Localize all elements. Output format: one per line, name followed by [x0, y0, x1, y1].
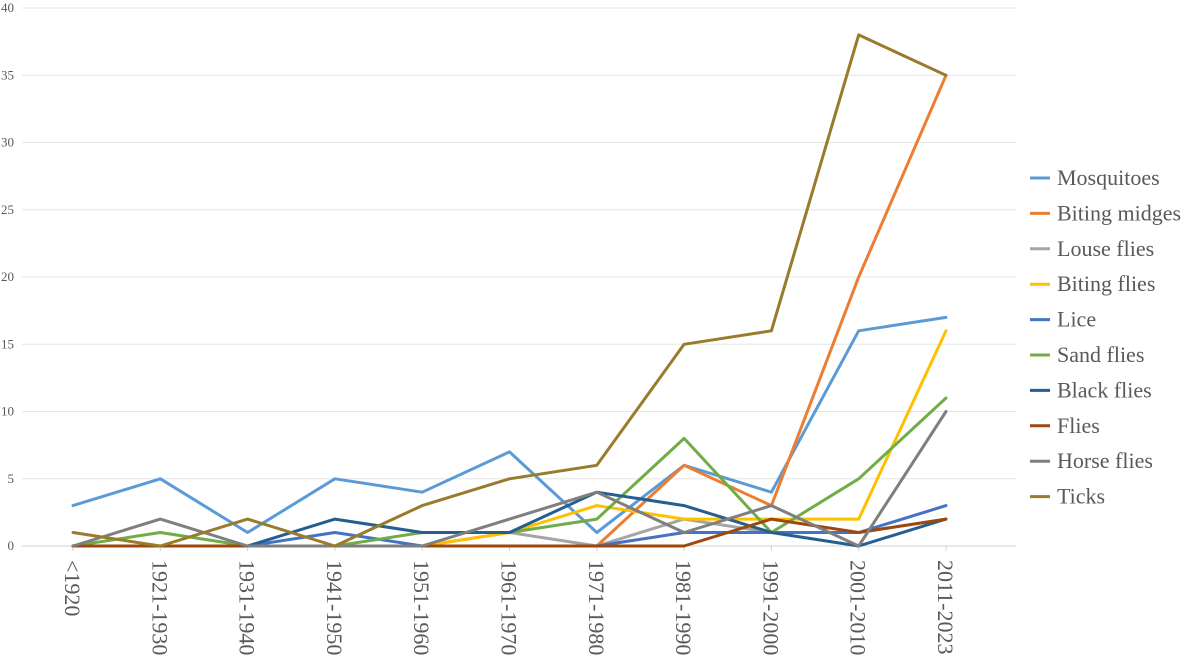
x-tick-label: 1941-1950: [322, 560, 347, 655]
series-line-flies: [71, 517, 948, 548]
x-tick-label: 1931-1940: [235, 560, 260, 655]
x-tick-label: 2011-2023: [933, 560, 958, 655]
legend-label: Ticks: [1057, 484, 1105, 509]
x-tick-label: 2001-2010: [846, 560, 871, 655]
y-tick-label: 40: [1, 0, 14, 15]
legend-label: Horse flies: [1057, 448, 1153, 473]
x-tick-label: 1961-1970: [497, 560, 522, 655]
legend-label: Mosquitoes: [1057, 165, 1160, 190]
y-tick-label: 15: [1, 336, 14, 351]
gridlines: [22, 7, 1016, 547]
legend-label: Biting midges: [1057, 200, 1181, 225]
series-line-biting-flies: [71, 329, 948, 548]
series-line-biting-midges: [71, 73, 948, 548]
x-tick-label: <1920: [60, 560, 85, 616]
legend-label: Flies: [1057, 413, 1100, 438]
x-axis: <1920 1921-1930 1931-1940 1941-1950 1951-196…: [60, 546, 958, 655]
y-tick-label: 30: [1, 135, 14, 150]
legend-label: Biting flies: [1057, 271, 1155, 296]
series-lines: [71, 33, 948, 548]
legend-label: Sand flies: [1057, 342, 1144, 367]
y-tick-label: 35: [1, 67, 14, 82]
x-tick-label: 1921-1930: [147, 560, 172, 655]
legend-label: Black flies: [1057, 377, 1152, 402]
y-tick-label: 0: [8, 538, 15, 553]
legend: Mosquitoes Biting midges Louse flies Biting…: [1030, 165, 1181, 509]
series-line-ticks: [71, 33, 948, 548]
y-tick-label: 25: [1, 202, 14, 217]
y-tick-label: 5: [8, 471, 15, 486]
x-tick-label: 1991-2000: [758, 560, 783, 655]
x-tick-label: 1951-1960: [409, 560, 434, 655]
legend-label: Louse flies: [1057, 236, 1154, 261]
x-tick-label: 1971-1980: [584, 560, 609, 655]
y-tick-label: 10: [1, 404, 14, 419]
series-line-sand-flies: [71, 396, 948, 548]
legend-label: Lice: [1057, 307, 1096, 332]
series-line-horse-flies: [71, 410, 948, 548]
y-tick-label: 20: [1, 269, 14, 284]
series-line-mosquitoes: [71, 315, 948, 534]
y-axis: 0 5 10 15 20 25 30 35 40: [1, 0, 14, 553]
x-tick-label: 1981-1990: [671, 560, 696, 655]
